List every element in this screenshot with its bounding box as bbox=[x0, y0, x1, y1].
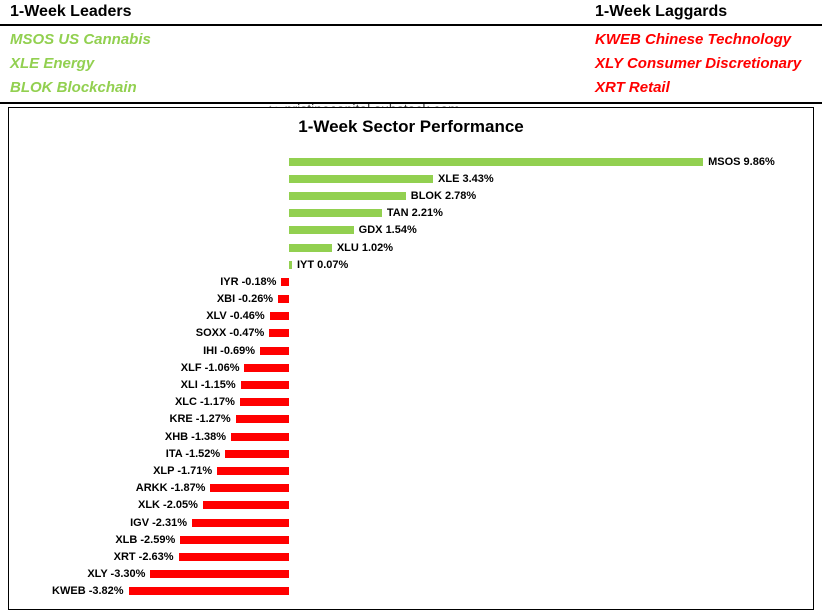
bar-label: ARKK -1.87% bbox=[135, 482, 206, 495]
bar bbox=[289, 157, 704, 166]
bar-row: IYT 0.07% bbox=[9, 256, 813, 273]
bar bbox=[178, 552, 289, 561]
laggards-list: KWEB Chinese Technology XLY Consumer Dis… bbox=[595, 31, 801, 97]
chart-rows: MSOS 9.86% XLE 3.43% BLOK 2.78% TAN 2.21% GD… bbox=[9, 153, 813, 600]
bar-label: BLOK 2.78% bbox=[410, 189, 477, 202]
bar-row: KRE -1.27% bbox=[9, 411, 813, 428]
bar-row: XLP -1.71% bbox=[9, 462, 813, 479]
bar bbox=[289, 260, 292, 269]
bar-label: KRE -1.27% bbox=[169, 413, 231, 426]
bar-row: XLC -1.17% bbox=[9, 394, 813, 411]
laggard-item: XRT Retail bbox=[595, 79, 670, 96]
bar bbox=[260, 346, 289, 355]
bar-label: XLY -3.30% bbox=[87, 568, 146, 581]
leaders-title: 1-Week Leaders bbox=[10, 3, 132, 20]
bar-row: XLF -1.06% bbox=[9, 359, 813, 376]
bar-row: XLB -2.59% bbox=[9, 531, 813, 548]
bar-row: ITA -1.52% bbox=[9, 445, 813, 462]
bar-row: SOXX -0.47% bbox=[9, 325, 813, 342]
header-row: 1-Week Leaders 1-Week Laggards bbox=[0, 0, 822, 24]
laggards-title: 1-Week Laggards bbox=[595, 3, 728, 20]
bar bbox=[217, 466, 289, 475]
bar bbox=[244, 363, 289, 372]
bar bbox=[128, 587, 289, 596]
bar-label: IHI -0.69% bbox=[203, 344, 256, 357]
bar bbox=[239, 398, 289, 407]
bar-label: XLE 3.43% bbox=[438, 172, 494, 185]
bar bbox=[210, 484, 289, 493]
bar-label: TAN 2.21% bbox=[386, 207, 443, 220]
bar-row: GDX 1.54% bbox=[9, 222, 813, 239]
leader-item: XLE Energy bbox=[10, 55, 95, 72]
bar-row: XLY -3.30% bbox=[9, 566, 813, 583]
bar bbox=[225, 449, 289, 458]
chart-title: 1-Week Sector Performance bbox=[298, 117, 524, 136]
bar-label: XLK -2.05% bbox=[137, 499, 198, 512]
leaders-list: MSOS US Cannabis XLE Energy BLOK Blockch… bbox=[10, 31, 151, 97]
bar-row: ARKK -1.87% bbox=[9, 480, 813, 497]
leader-item: MSOS US Cannabis bbox=[10, 31, 151, 48]
bar-row: IHI -0.69% bbox=[9, 342, 813, 359]
bar-row: MSOS 9.86% bbox=[9, 153, 813, 170]
bar-row: XBI -0.26% bbox=[9, 291, 813, 308]
laggard-item: KWEB Chinese Technology bbox=[595, 31, 792, 48]
bar-row: XLU 1.02% bbox=[9, 239, 813, 256]
bar-label: XHB -1.38% bbox=[164, 430, 227, 443]
bar bbox=[240, 381, 289, 390]
bar-row: XLK -2.05% bbox=[9, 497, 813, 514]
bar-row: BLOK 2.78% bbox=[9, 187, 813, 204]
bar-row: XLE 3.43% bbox=[9, 170, 813, 187]
bar-label: XLV -0.46% bbox=[206, 310, 265, 323]
bar-row: XLI -1.15% bbox=[9, 376, 813, 393]
leaders-laggards-section: MSOS US Cannabis XLE Energy BLOK Blockch… bbox=[0, 26, 822, 121]
bar-label: XLC -1.17% bbox=[174, 396, 235, 409]
bar-label: IYT 0.07% bbox=[296, 258, 349, 271]
bar-label: SOXX -0.47% bbox=[195, 327, 265, 340]
bar-label: XLB -2.59% bbox=[115, 533, 176, 546]
bar bbox=[289, 226, 354, 235]
leader-item: BLOK Blockchain bbox=[10, 79, 137, 96]
bar-label: MSOS 9.86% bbox=[708, 155, 775, 168]
bar bbox=[235, 415, 289, 424]
bar-label: XLU 1.02% bbox=[336, 241, 394, 254]
bar bbox=[289, 243, 332, 252]
divider-top bbox=[0, 24, 822, 26]
laggard-item: XLY Consumer Discretionary bbox=[595, 55, 802, 72]
bar-label: XLP -1.71% bbox=[153, 464, 213, 477]
bar-label: IYR -0.18% bbox=[220, 275, 277, 288]
bar-row: IGV -2.31% bbox=[9, 514, 813, 531]
bar-row: KWEB -3.82% bbox=[9, 583, 813, 600]
bar bbox=[289, 191, 406, 200]
bar-label: IGV -2.31% bbox=[130, 516, 187, 529]
bar-label: XRT -2.63% bbox=[113, 550, 174, 563]
bar-label: XLI -1.15% bbox=[180, 379, 236, 392]
bar bbox=[231, 432, 289, 441]
bar-row: XRT -2.63% bbox=[9, 548, 813, 565]
sector-performance-chart: 1-Week Sector Performance MSOS 9.86% XLE … bbox=[8, 107, 814, 610]
bar bbox=[281, 277, 289, 286]
bar bbox=[202, 501, 289, 510]
bar bbox=[191, 518, 289, 527]
bar bbox=[289, 174, 434, 183]
bar bbox=[269, 329, 289, 338]
bar-row: XLV -0.46% bbox=[9, 308, 813, 325]
bar bbox=[150, 570, 289, 579]
bar-label: ITA -1.52% bbox=[165, 447, 221, 460]
bar-label: GDX 1.54% bbox=[358, 224, 417, 237]
bar-row: XHB -1.38% bbox=[9, 428, 813, 445]
bar-label: XBI -0.26% bbox=[216, 293, 274, 306]
bar-label: KWEB -3.82% bbox=[52, 585, 124, 598]
bar bbox=[269, 312, 289, 321]
bar-row: TAN 2.21% bbox=[9, 205, 813, 222]
divider-bottom bbox=[0, 102, 822, 104]
bar bbox=[180, 535, 289, 544]
bar bbox=[278, 295, 289, 304]
bar bbox=[289, 209, 382, 218]
bar-label: XLF -1.06% bbox=[180, 361, 240, 374]
bar-row: IYR -0.18% bbox=[9, 273, 813, 290]
